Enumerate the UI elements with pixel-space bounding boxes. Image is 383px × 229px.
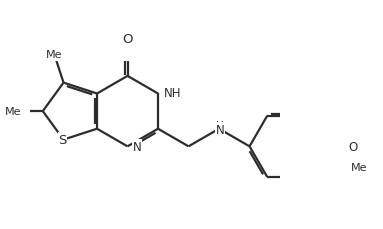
Text: N: N	[133, 140, 141, 153]
Text: O: O	[122, 33, 133, 46]
Text: Me: Me	[350, 162, 367, 172]
Text: S: S	[58, 134, 67, 147]
Text: Me: Me	[46, 50, 62, 60]
Text: Me: Me	[5, 107, 21, 117]
Text: O: O	[349, 140, 358, 153]
Text: H: H	[216, 120, 224, 131]
Text: N: N	[216, 123, 224, 136]
Text: NH: NH	[164, 87, 182, 100]
